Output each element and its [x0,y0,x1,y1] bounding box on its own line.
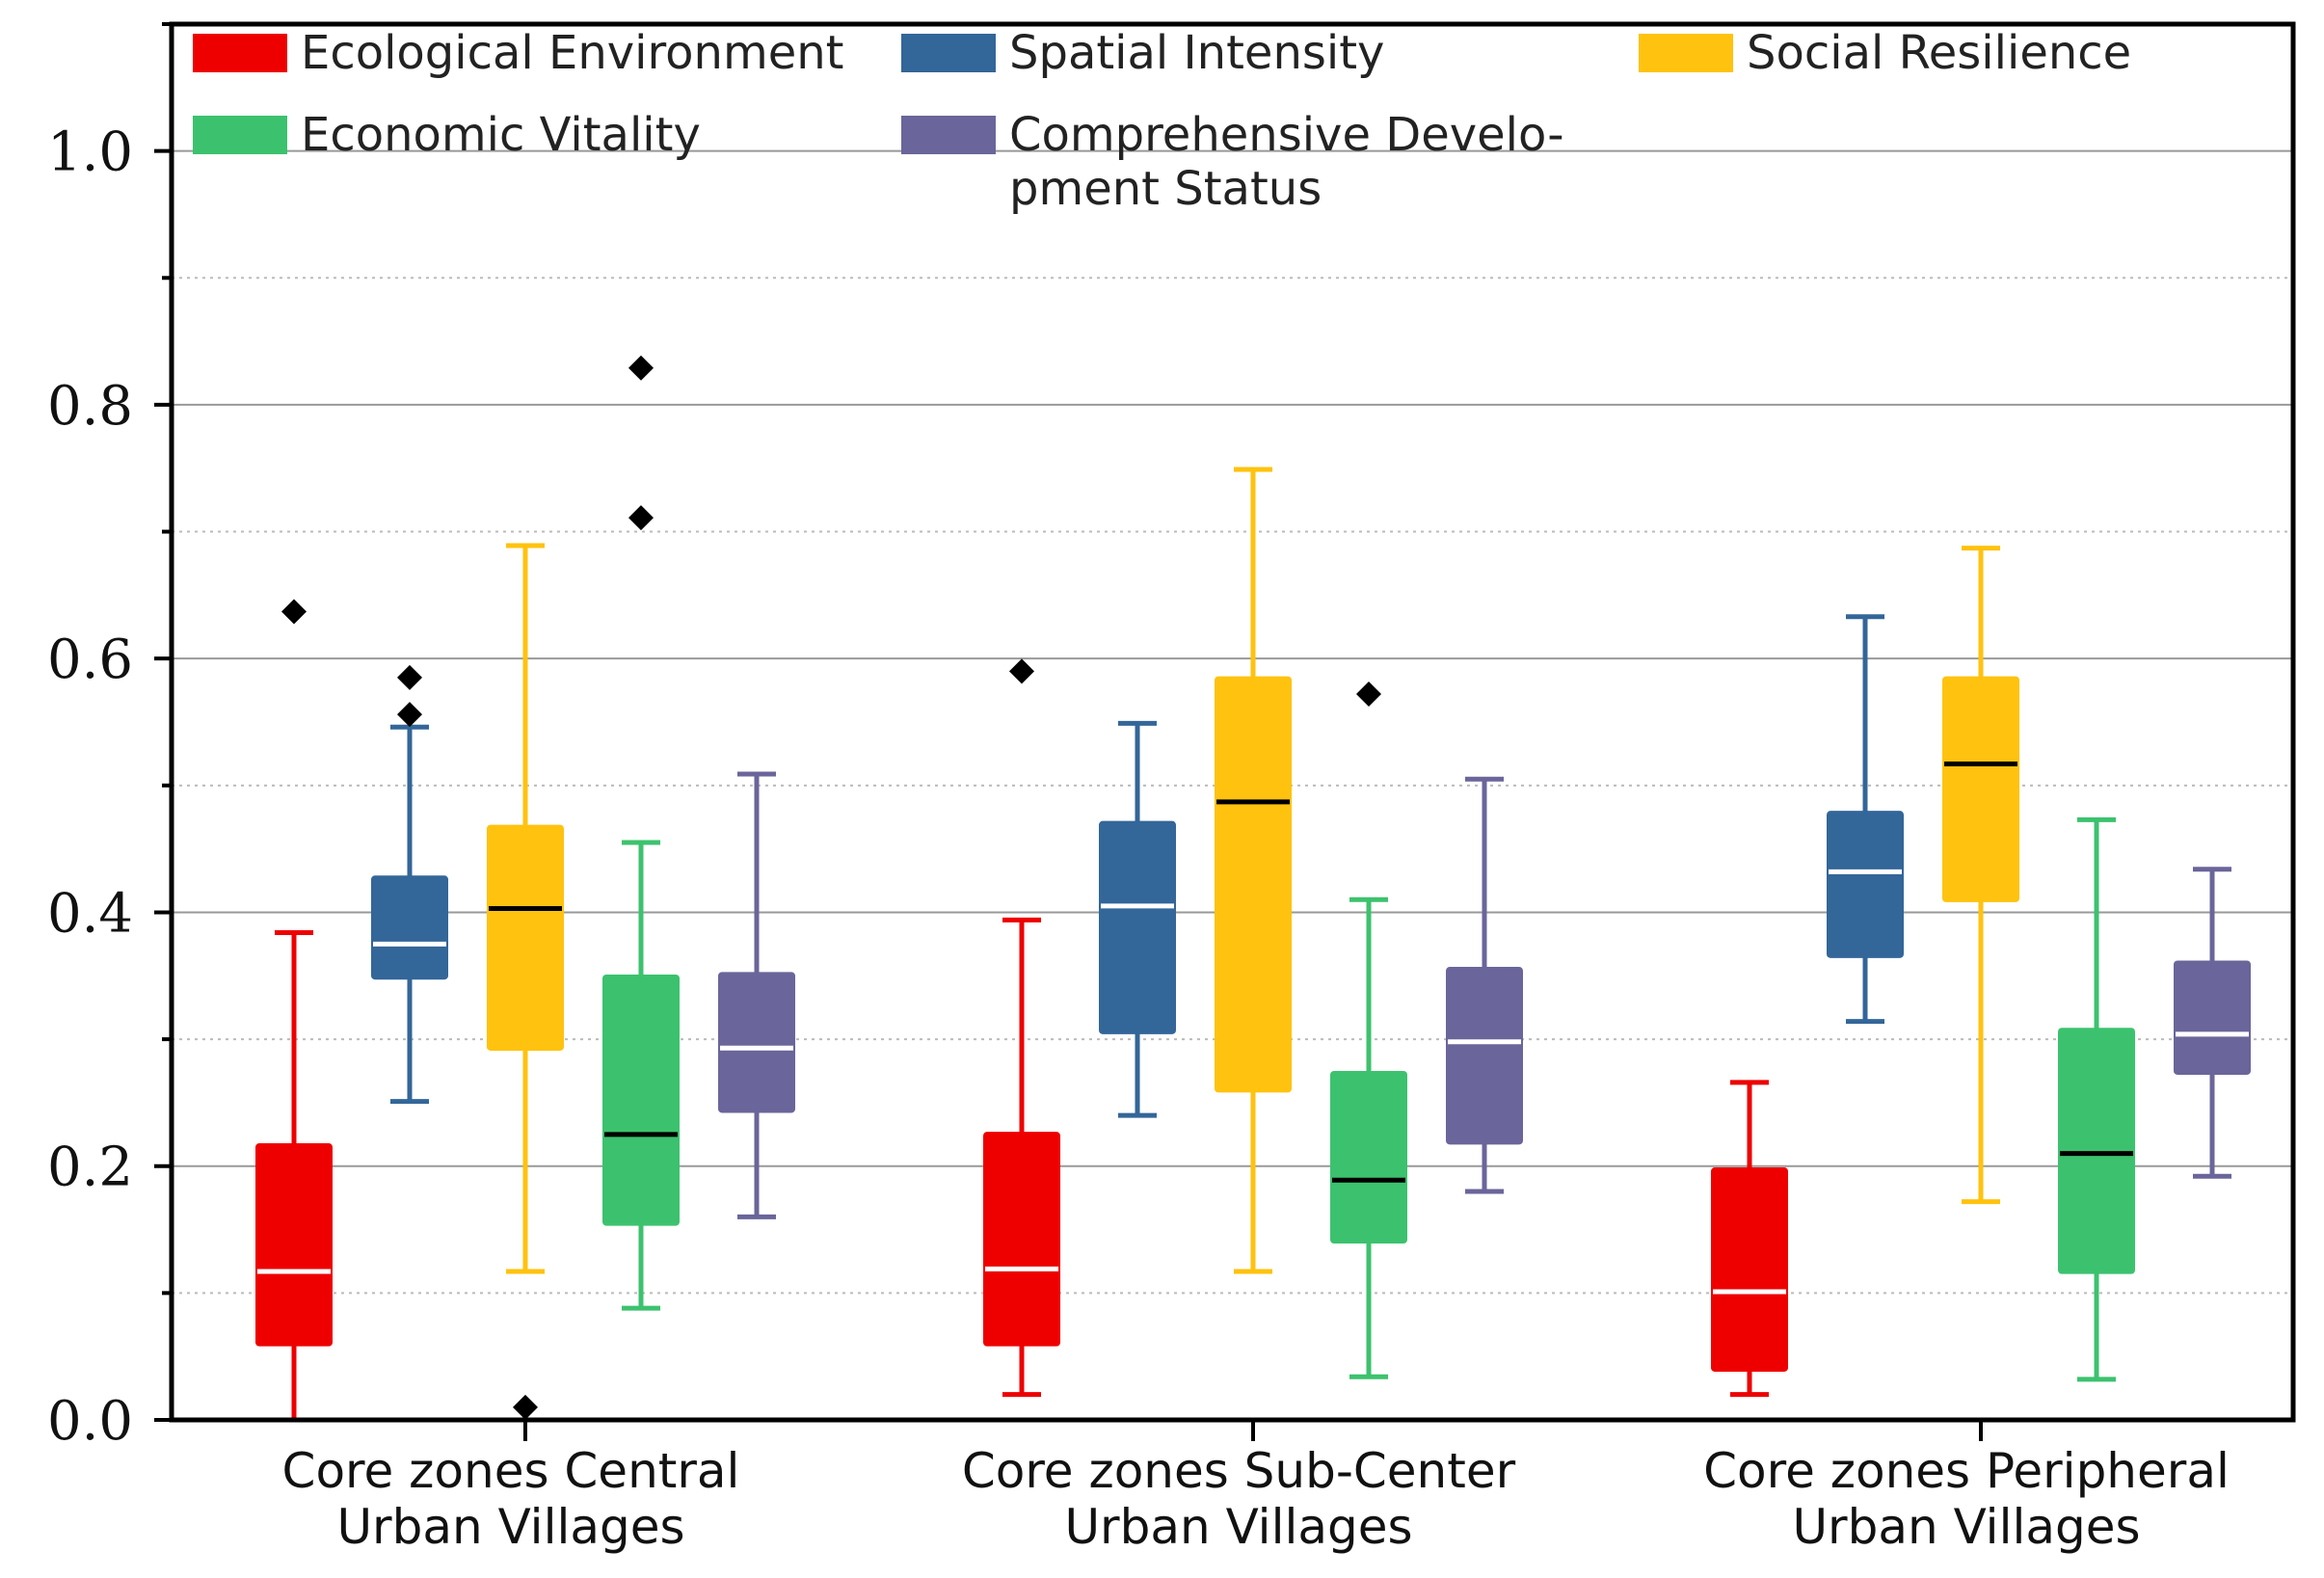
iqr-box [1711,1167,1788,1372]
legend-swatch [901,116,996,154]
iqr-box [602,974,680,1226]
y-tick-label: 0.0 [47,1390,133,1453]
legend-label: pment Status [1009,162,1322,216]
legend-swatch [193,116,287,154]
outlier-point [628,505,654,531]
outlier-point [1009,658,1034,684]
x-category-label: Urban Villages [1792,1499,2140,1555]
y-tick-label: 0.8 [47,375,133,438]
legend-swatch [1639,34,1733,72]
legend-item: Economic Vitality [193,108,701,162]
legend-label: Social Resilience [1747,26,2131,80]
iqr-box [1330,1071,1407,1244]
box-plot-box [1446,776,1523,1194]
legend-swatch [193,34,287,72]
iqr-box [1099,820,1176,1034]
iqr-box [371,875,448,980]
iqr-box [2174,960,2251,1075]
iqr-box [2058,1028,2135,1274]
legend-swatch [901,34,996,72]
box-plot-box [2174,867,2251,1179]
iqr-box [1827,811,1904,958]
y-tick-label: 0.4 [47,882,133,945]
legend-label: Comprehensive Develo- [1009,108,1564,162]
box-plot-boxes [255,355,2251,1420]
legend: Ecological Environment Spatial Intensity S… [193,26,2131,216]
iqr-box [718,972,795,1113]
legend-label: Spatial Intensity [1009,26,1384,80]
box-plot-box [1942,546,2019,1205]
x-category-label: Core zones Sub-Center [962,1443,1516,1499]
legend-item: Social Resilience [1639,26,2131,80]
iqr-box [1942,676,2019,902]
box-plot-box [2058,816,2135,1382]
outlier-point [281,599,307,625]
legend-item: Spatial Intensity [901,26,1384,80]
iqr-box [1215,676,1292,1093]
legend-item: Ecological Environment [193,26,843,80]
outlier-point [513,1394,538,1420]
outlier-point [397,664,422,690]
box-plot-box [255,599,333,1420]
x-category-label: Urban Villages [336,1499,684,1555]
iqr-box [255,1143,333,1347]
iqr-box [487,824,564,1051]
outlier-point [1356,682,1381,708]
box-plot-box [487,543,564,1420]
box-plot-box [1099,720,1176,1118]
box-plot-box [718,771,795,1219]
box-plot-box [983,658,1060,1398]
outlier-point [397,702,422,728]
y-tick-label: 0.6 [47,629,133,691]
iqr-box [1446,967,1523,1145]
legend-label: Ecological Environment [301,26,843,80]
plot-frame [169,21,2296,1423]
y-tick-label: 0.2 [47,1137,133,1199]
x-category-label: Core zones Peripheral [1703,1443,2230,1499]
box-plot-box [1215,467,1292,1274]
x-category-label: Core zones Central [282,1443,740,1499]
box-plot-box [1711,1080,1788,1398]
box-plot-box [1827,614,1904,1025]
box-plot-box [602,355,680,1311]
legend-item: Comprehensive Develo-pment Status [901,108,1564,216]
box-plot-box [371,664,448,1105]
outlier-point [628,355,654,381]
x-category-label: Urban Villages [1064,1499,1412,1555]
y-tick-label: 1.0 [47,121,133,184]
iqr-box [983,1132,1060,1347]
legend-label: Economic Vitality [301,108,701,162]
box-plot-box [1330,682,1407,1379]
